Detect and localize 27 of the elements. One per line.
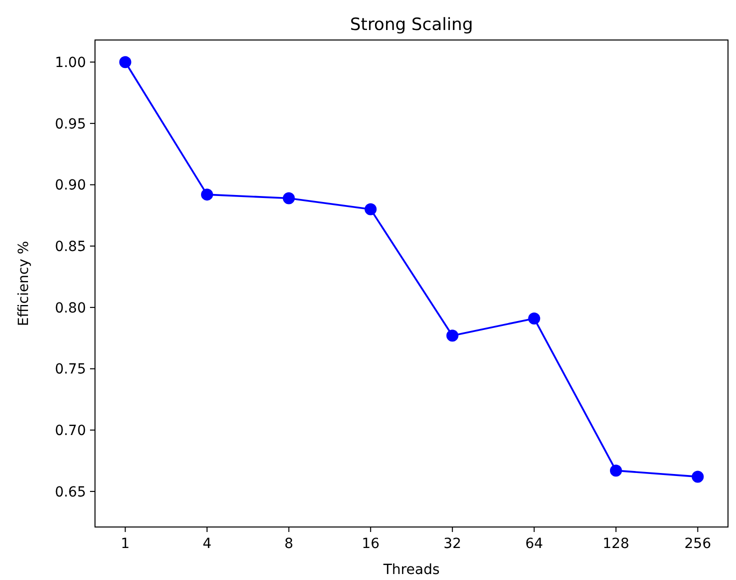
x-tick-label: 256 (684, 536, 712, 552)
y-tick-label: 0.95 (54, 116, 86, 132)
x-tick-label: 4 (202, 536, 212, 552)
point (610, 464, 622, 477)
x-tick-label: 1 (120, 536, 130, 552)
y-tick-label: 0.65 (54, 484, 86, 500)
x-axis-title: Threads (382, 562, 440, 578)
point (282, 192, 295, 204)
y-axis-title: Efficiency % (16, 240, 32, 326)
y-tick-label: 0.75 (54, 362, 86, 378)
y-tick-label: 1.00 (54, 54, 86, 71)
point (692, 470, 704, 483)
x-tick-label: 32 (443, 536, 462, 552)
x-tick-label: 8 (284, 536, 294, 552)
y-tick-label: 0.70 (54, 422, 86, 439)
x-tick-label: 128 (602, 536, 630, 552)
chart-title: Strong Scaling (350, 15, 474, 35)
x-tick-label: 64 (525, 536, 544, 552)
point (201, 188, 214, 201)
point (364, 203, 377, 216)
y-tick-label: 0.80 (54, 300, 86, 316)
point (446, 330, 458, 342)
point (528, 312, 540, 324)
y-tick-label: 0.85 (54, 238, 86, 255)
y-tick-label: 0.90 (54, 178, 86, 194)
point (119, 56, 132, 68)
x-tick-label: 16 (362, 536, 380, 552)
